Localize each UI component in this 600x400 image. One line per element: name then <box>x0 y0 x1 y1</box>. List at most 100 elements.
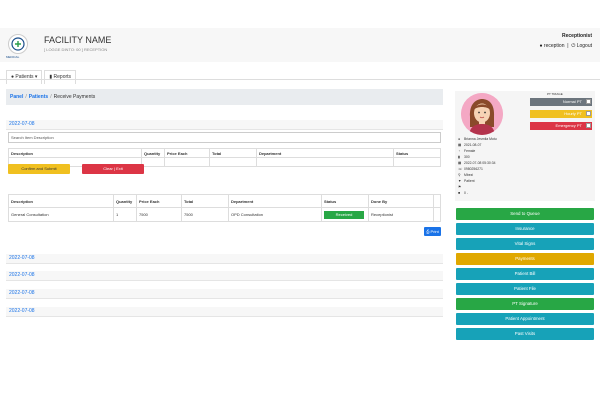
location-icon: ⚲ <box>458 173 461 177</box>
patient-avatar-image <box>461 93 503 135</box>
send-to-queue-button[interactable]: Send to Queue <box>456 208 594 220</box>
column-header: Total <box>181 194 229 208</box>
id-icon: ▮ <box>458 155 460 159</box>
tab-divider <box>0 79 600 80</box>
triage-title: PT TRIAGE <box>547 92 563 96</box>
tag-icon: ⚑ <box>458 185 462 189</box>
cell-price: 7500 <box>136 207 182 222</box>
date-link[interactable]: 2022-07-08 <box>9 121 35 127</box>
print-button[interactable]: ⎙ Print <box>424 227 441 236</box>
logo-icon <box>11 37 25 51</box>
column-header: Quantity <box>141 148 165 158</box>
patient-location: ⚲ Mbezi <box>458 173 474 177</box>
user-links: ● reception | ⏻ Logout <box>539 43 592 49</box>
cell-department: OPD Consultation <box>228 207 322 222</box>
payments-button[interactable]: Payments <box>456 253 594 265</box>
vital-signs-button[interactable]: Vital Signs <box>456 238 594 250</box>
user-icon: ● <box>539 43 543 49</box>
triage-emergency[interactable]: Emergency PT <box>530 122 592 130</box>
column-header: Status <box>393 148 441 158</box>
column-header: Status <box>321 194 369 208</box>
patient-file-button[interactable]: Patient File <box>456 283 594 295</box>
patient-phone: ☏ 0980256271 <box>458 167 483 171</box>
document-icon: ▮ <box>49 74 54 80</box>
table-header-row: Description Quantity Price Each Total De… <box>8 148 441 158</box>
triage-hurry[interactable]: Hourly PT <box>530 110 592 118</box>
column-header: Description <box>8 148 142 158</box>
gender-icon: ♀ <box>458 149 461 153</box>
search-input[interactable]: Search Item Description <box>8 132 441 143</box>
triage-hurry-checkbox[interactable] <box>586 111 591 116</box>
date-link[interactable]: 2022-07-08 <box>9 308 35 314</box>
patient-date: ▦ 2022-07-08 05:30:34 <box>458 161 496 165</box>
patient-avatar <box>461 93 503 135</box>
column-header: Done By <box>368 194 434 208</box>
breadcrumb-patients[interactable]: Patients <box>28 94 49 100</box>
triage-normal[interactable]: Normal PT <box>530 98 592 106</box>
username-link[interactable]: reception <box>543 43 565 49</box>
item-table: Description Quantity Price Each Total De… <box>8 148 441 167</box>
date-link[interactable]: 2022-07-08 <box>9 290 35 296</box>
facility-name: FACILITY NAME <box>44 35 112 45</box>
date-header[interactable]: 2022-07-08 <box>6 271 443 281</box>
cell-total: 7500 <box>181 207 229 222</box>
payments-table: Description Quantity Price Each Total De… <box>8 194 441 222</box>
past-visits-button[interactable]: Past Visits <box>456 328 594 340</box>
date-header[interactable]: 2022-07-08 <box>6 307 443 317</box>
tab-reports[interactable]: ▮ Reports <box>44 70 77 84</box>
patient-name: ● Brianna Jesmila Mutu <box>458 137 497 141</box>
phone-icon: ☏ <box>458 167 463 171</box>
user-icon: ● <box>11 74 16 80</box>
column-header: Price Each <box>136 194 182 208</box>
patient-dob: ▦ 2021-08-07 <box>458 143 482 147</box>
column-header: Total <box>209 148 257 158</box>
breadcrumb: Panel / Patients / Receive Payments <box>6 89 443 105</box>
user-role: Receptionist <box>561 33 592 39</box>
column-header: Description <box>8 194 114 208</box>
insurance-button[interactable]: Insurance <box>456 223 594 235</box>
status-badge: Received <box>324 210 364 219</box>
calendar-icon: ▦ <box>458 161 462 165</box>
patient-balance: ■ 0 - <box>458 191 468 195</box>
filter-icon: ▼ <box>458 179 462 183</box>
patient-bill-button[interactable]: Patient Bill <box>456 268 594 280</box>
tab-patients[interactable]: ● Patients ▾ <box>6 70 43 84</box>
clear-exit-button[interactable]: Clear | Exit <box>82 164 144 174</box>
patient-tag: ⚑ <box>458 185 464 189</box>
breadcrumb-current: Receive Payments <box>53 94 96 100</box>
date-header[interactable]: 2022-07-08 <box>6 120 443 130</box>
breadcrumb-panel[interactable]: Panel <box>10 94 24 100</box>
confirm-submit-button[interactable]: Confirm and Submit <box>8 164 70 174</box>
table-row: General Consultation 1 7500 7500 OPD Con… <box>8 207 441 222</box>
triage-emergency-checkbox[interactable] <box>586 123 591 128</box>
date-link[interactable]: 2022-07-08 <box>9 255 35 261</box>
facility-subtitle: [ LOGGE DINTO: 00 ] RECEPTION <box>44 47 108 52</box>
logout-link[interactable]: Logout <box>576 43 592 49</box>
cell-quantity: 1 <box>113 207 137 222</box>
facility-logo <box>8 34 28 54</box>
cell-done-by: Receptionist <box>368 207 434 222</box>
cell-description: General Consultation <box>8 207 114 222</box>
pt-signature-button[interactable]: PT Signature <box>456 298 594 310</box>
calendar-icon: ▦ <box>458 143 462 147</box>
column-header: Price Each <box>164 148 210 158</box>
patient-gender: ♀ Female <box>458 149 476 153</box>
column-header: Quantity <box>113 194 137 208</box>
column-header: Department <box>228 194 322 208</box>
date-header[interactable]: 2022-07-08 <box>6 254 443 264</box>
printer-icon: ⎙ <box>426 229 430 234</box>
patient-type: ▼ Patient <box>458 179 475 183</box>
column-header: Department <box>256 148 394 158</box>
cell-status: Received <box>321 207 369 222</box>
money-icon: ■ <box>458 191 461 195</box>
user-icon: ● <box>458 137 461 141</box>
table-row <box>8 157 441 167</box>
patient-number: ▮ 300 <box>458 155 470 159</box>
triage-normal-checkbox[interactable] <box>586 99 591 104</box>
date-link[interactable]: 2022-07-08 <box>9 272 35 278</box>
table-header-row: Description Quantity Price Each Total De… <box>8 194 441 208</box>
patient-appointment-button[interactable]: Patient Appointment <box>456 313 594 325</box>
nav-tabs: ● Patients ▾ ▮ Reports <box>6 65 78 84</box>
logout-icon: ⏻ <box>571 43 576 49</box>
date-header[interactable]: 2022-07-08 <box>6 289 443 299</box>
